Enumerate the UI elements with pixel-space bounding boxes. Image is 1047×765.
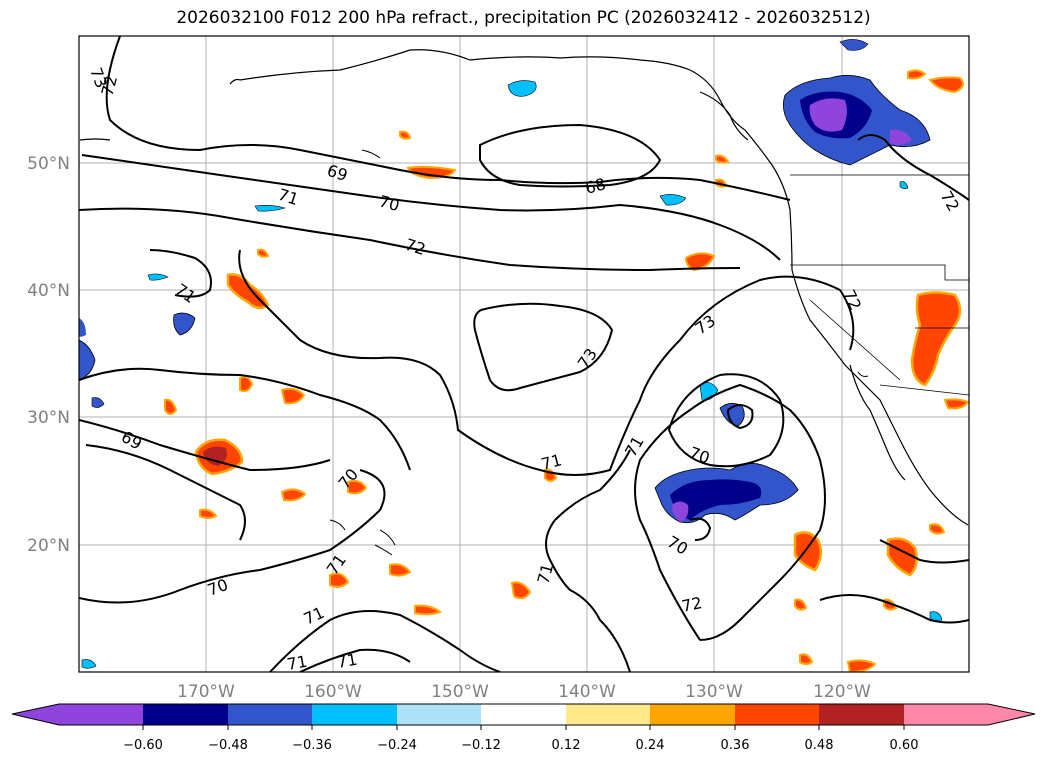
precip-blob bbox=[280, 387, 306, 405]
lon-label: 150°W bbox=[431, 682, 489, 702]
precip-blob bbox=[173, 312, 196, 336]
precip-blob bbox=[239, 375, 254, 393]
precip-blob bbox=[670, 479, 762, 520]
contour-label: 71 bbox=[285, 652, 308, 674]
precip-blob bbox=[164, 398, 178, 415]
map-title: 2026032100 F012 200 hPa refract., precip… bbox=[176, 8, 871, 28]
precip-blob bbox=[257, 248, 270, 258]
precip-blob bbox=[794, 598, 808, 611]
colorbar-segment bbox=[735, 704, 819, 725]
lat-label: 50°N bbox=[27, 154, 70, 174]
colorbar-segment bbox=[312, 704, 397, 725]
colorbar-segment bbox=[566, 704, 650, 725]
precip-blob bbox=[672, 501, 689, 522]
precip-blob bbox=[928, 76, 965, 94]
precip-negative bbox=[79, 39, 943, 669]
precip-blob bbox=[809, 98, 847, 132]
precip-blob bbox=[659, 194, 687, 206]
precip-blob bbox=[147, 273, 169, 281]
precip-blob bbox=[899, 181, 909, 189]
precip-blob bbox=[910, 291, 962, 387]
colorbar-segment bbox=[59, 704, 143, 725]
precip-blob bbox=[329, 572, 350, 588]
precip-blob bbox=[890, 129, 912, 145]
colorbar: −0.60 −0.48 −0.36 −0.24 −0.12 0.12 0.24 … bbox=[11, 703, 1036, 753]
precip-blob bbox=[943, 398, 969, 410]
lon-label: 130°W bbox=[685, 682, 743, 702]
precip-blob bbox=[507, 80, 537, 97]
precip-blob bbox=[929, 611, 943, 621]
longitude-labels: 170°W 160°W 150°W 140°W 130°W 120°W bbox=[177, 682, 871, 702]
precip-blob bbox=[406, 165, 457, 180]
colorbar-tick-label: −0.48 bbox=[208, 738, 248, 753]
precip-blob bbox=[203, 446, 227, 466]
precip-blob bbox=[793, 531, 823, 572]
lat-label: 40°N bbox=[27, 281, 70, 301]
lon-label: 140°W bbox=[558, 682, 616, 702]
colorbar-high-extend bbox=[988, 704, 1035, 725]
precip-blob bbox=[91, 397, 105, 408]
colorbar-segment bbox=[397, 704, 481, 725]
colorbar-segment bbox=[650, 704, 735, 725]
lon-label: 160°W bbox=[304, 682, 362, 702]
contour-label: 68 bbox=[583, 174, 608, 198]
colorbar-segment bbox=[228, 704, 312, 725]
colorbar-tick-label: 0.48 bbox=[805, 738, 834, 753]
colorbar-tick-label: −0.24 bbox=[377, 738, 417, 753]
colorbar-tick-label: −0.36 bbox=[292, 738, 332, 753]
latitude-labels: 50°N 40°N 30°N 20°N bbox=[27, 154, 70, 556]
colorbar-tick-label: −0.60 bbox=[123, 738, 163, 753]
precip-blob bbox=[510, 581, 532, 600]
precip-blob bbox=[280, 488, 307, 502]
precip-blob bbox=[199, 508, 218, 519]
precip-blob bbox=[799, 653, 814, 665]
colorbar-tick-label: 0.60 bbox=[890, 738, 919, 753]
colorbar-segment bbox=[819, 704, 904, 725]
contour-label: 70 bbox=[377, 192, 402, 216]
precip-blob bbox=[907, 69, 927, 80]
precip-blob bbox=[719, 403, 745, 427]
colorbar-tick-label: 0.24 bbox=[636, 738, 665, 753]
refractivity-contours bbox=[79, 36, 969, 672]
colorbar-tick-label: −0.12 bbox=[461, 738, 501, 753]
coastlines bbox=[79, 49, 969, 526]
islands bbox=[329, 149, 869, 556]
map-frame bbox=[78, 35, 970, 673]
colorbar-low-extend bbox=[12, 704, 59, 725]
precip-blob bbox=[839, 39, 869, 51]
contour-label: 71 bbox=[335, 650, 358, 672]
contour-label: 71 bbox=[534, 561, 558, 586]
lon-label: 120°W bbox=[813, 682, 871, 702]
precip-blob bbox=[929, 523, 946, 535]
contour-label: 72 bbox=[98, 73, 122, 98]
lon-label: 170°W bbox=[177, 682, 235, 702]
precip-blob bbox=[715, 154, 730, 164]
colorbar-segment bbox=[904, 704, 988, 725]
contour-label: 72 bbox=[680, 593, 704, 616]
colorbar-segment bbox=[481, 704, 566, 725]
precip-blob bbox=[684, 252, 716, 272]
precip-blob bbox=[254, 205, 287, 212]
lat-label: 20°N bbox=[27, 536, 70, 556]
precip-blob bbox=[81, 659, 97, 669]
colorbar-tick-label: 0.36 bbox=[721, 738, 750, 753]
precip-blob bbox=[414, 604, 443, 616]
political-borders bbox=[789, 174, 969, 396]
precip-blob bbox=[79, 318, 86, 337]
precip-blob bbox=[399, 130, 412, 140]
lat-label: 30°N bbox=[27, 408, 70, 428]
colorbar-segment bbox=[143, 704, 228, 725]
precip-blob bbox=[347, 479, 368, 495]
contour-label: 71 bbox=[539, 450, 564, 474]
precip-blob bbox=[389, 563, 412, 577]
colorbar-tick-label: 0.12 bbox=[552, 738, 581, 753]
